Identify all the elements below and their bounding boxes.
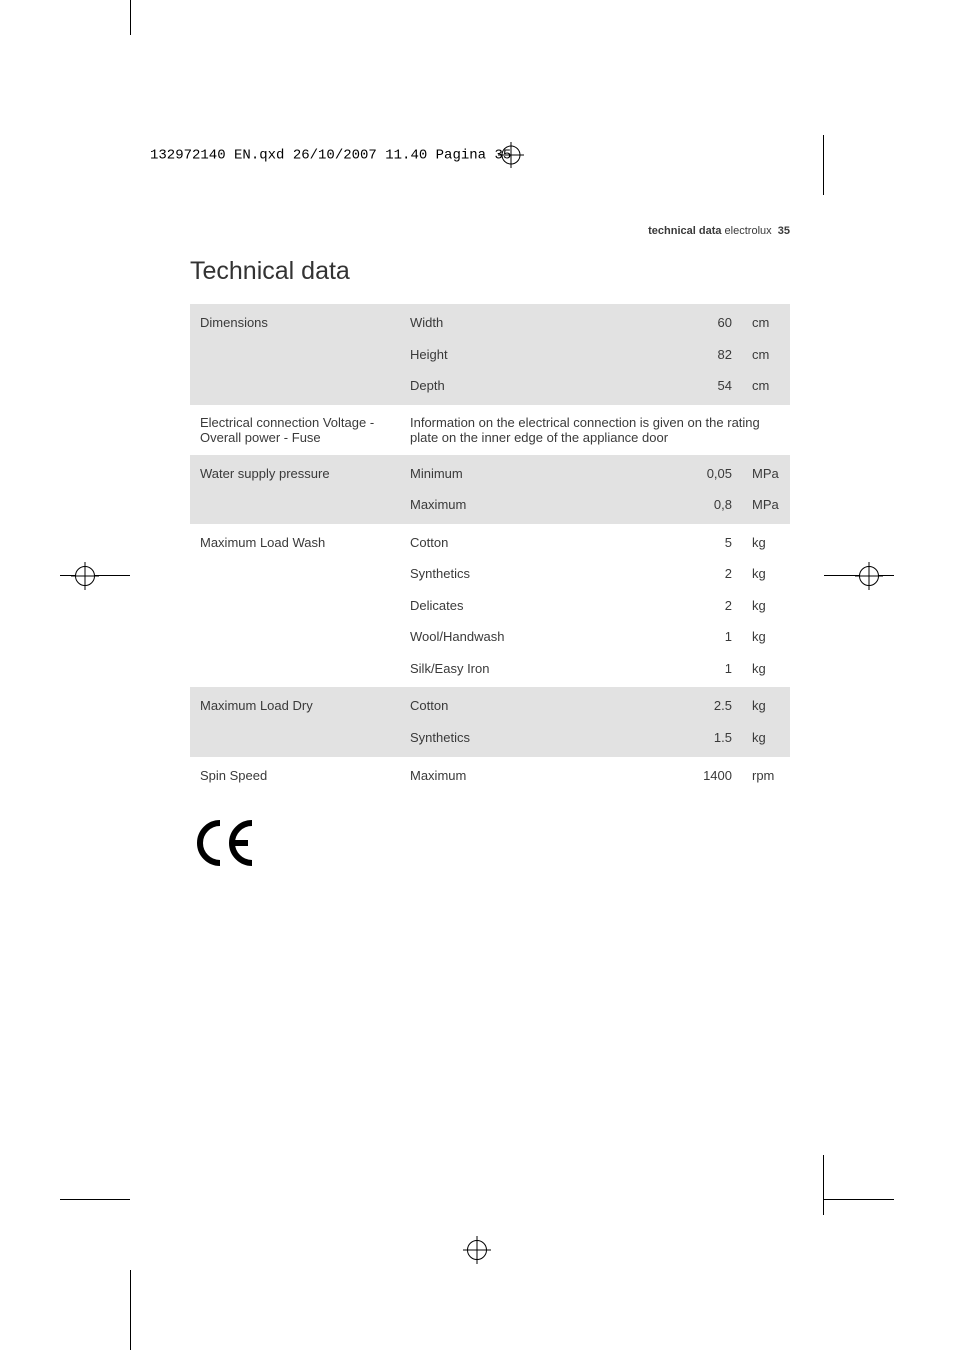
row-label: Maximum Load Wash — [190, 524, 400, 688]
running-head: technical data electrolux 35 — [190, 225, 790, 237]
item-name: Synthetics — [400, 561, 667, 593]
row-label: Dimensions — [190, 304, 400, 405]
table-row: Maximum Load WashCotton5kg — [190, 524, 790, 562]
item-name: Maximum — [400, 492, 667, 524]
item-unit: kg — [742, 593, 790, 625]
item-name: Wool/Handwash — [400, 624, 667, 656]
item-unit: kg — [742, 687, 790, 725]
cropmark — [824, 1199, 894, 1200]
table-row: Water supply pressureMinimum0,05MPa — [190, 455, 790, 493]
row-label: Water supply pressure — [190, 455, 400, 524]
row-text: Information on the electrical connection… — [400, 405, 790, 455]
item-name: Delicates — [400, 593, 667, 625]
item-unit: MPa — [742, 492, 790, 524]
cropmark — [130, 1270, 131, 1350]
item-name: Height — [400, 342, 667, 374]
item-value: 1 — [667, 656, 742, 688]
cropmark — [130, 0, 131, 35]
item-unit: kg — [742, 624, 790, 656]
ce-mark-icon — [190, 819, 790, 878]
item-value: 0,8 — [667, 492, 742, 524]
item-unit: kg — [742, 725, 790, 757]
item-name: Width — [400, 304, 667, 342]
item-value: 1400 — [667, 757, 742, 795]
registration-mark-icon — [859, 566, 879, 586]
item-unit: cm — [742, 373, 790, 405]
page-title: Technical data — [190, 257, 790, 286]
item-unit: rpm — [742, 757, 790, 795]
cropmark — [823, 1155, 824, 1215]
page-content: technical data electrolux 35 Technical d… — [190, 225, 790, 878]
item-unit: kg — [742, 524, 790, 562]
row-label: Electrical connection Voltage - Overall … — [190, 405, 400, 455]
item-value: 82 — [667, 342, 742, 374]
item-name: Synthetics — [400, 725, 667, 757]
item-value: 60 — [667, 304, 742, 342]
registration-mark-icon — [467, 1240, 487, 1260]
file-header: 132972140 EN.qxd 26/10/2007 11.40 Pagina… — [150, 142, 524, 168]
item-value: 5 — [667, 524, 742, 562]
item-unit: cm — [742, 342, 790, 374]
running-head-brand: electrolux — [725, 225, 772, 237]
item-name: Cotton — [400, 687, 667, 725]
item-value: 2.5 — [667, 687, 742, 725]
item-name: Cotton — [400, 524, 667, 562]
item-value: 1.5 — [667, 725, 742, 757]
item-name: Depth — [400, 373, 667, 405]
page-number: 35 — [778, 225, 790, 237]
item-value: 54 — [667, 373, 742, 405]
table-row: Electrical connection Voltage - Overall … — [190, 405, 790, 455]
file-header-text: 132972140 EN.qxd 26/10/2007 11.40 Pagina… — [150, 148, 511, 164]
table-row: DimensionsWidth60cm — [190, 304, 790, 342]
item-value: 1 — [667, 624, 742, 656]
item-unit: cm — [742, 304, 790, 342]
running-head-section: technical data — [648, 225, 721, 237]
row-label: Maximum Load Dry — [190, 687, 400, 756]
registration-mark-icon — [75, 566, 95, 586]
item-name: Maximum — [400, 757, 667, 795]
item-value: 2 — [667, 593, 742, 625]
spec-table: DimensionsWidth60cmHeight82cmDepth54cmEl… — [190, 304, 790, 794]
row-label: Spin Speed — [190, 757, 400, 795]
item-unit: kg — [742, 656, 790, 688]
item-name: Silk/Easy Iron — [400, 656, 667, 688]
item-value: 0,05 — [667, 455, 742, 493]
cropmark — [60, 1199, 130, 1200]
table-row: Spin SpeedMaximum1400rpm — [190, 757, 790, 795]
cropmark — [823, 135, 824, 195]
item-unit: kg — [742, 561, 790, 593]
item-value: 2 — [667, 561, 742, 593]
table-row: Maximum Load DryCotton2.5kg — [190, 687, 790, 725]
item-unit: MPa — [742, 455, 790, 493]
item-name: Minimum — [400, 455, 667, 493]
